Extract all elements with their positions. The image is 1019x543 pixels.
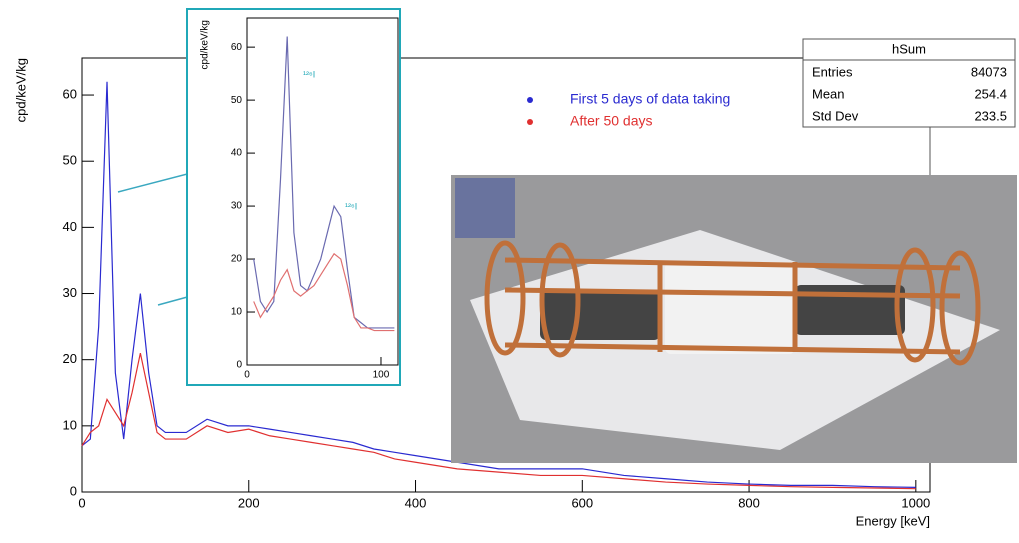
- y-tick-label: 40: [63, 219, 77, 234]
- legend-marker: [527, 119, 533, 125]
- y-tick-label: 10: [231, 307, 243, 318]
- x-tick-label: 0: [78, 495, 85, 510]
- y-tick-label: 30: [231, 201, 243, 212]
- y-tick-label: 50: [63, 153, 77, 168]
- stats-value: 254.4: [974, 86, 1007, 101]
- stats-value: 233.5: [974, 108, 1007, 123]
- y-tick-label: 20: [63, 351, 77, 366]
- inset-frame: [186, 8, 401, 386]
- y-tick-label: 50: [231, 95, 243, 106]
- x-axis-label: Energy [keV]: [856, 513, 930, 528]
- x-tick-label: 100: [373, 370, 390, 381]
- x-tick-label: 0: [244, 370, 250, 381]
- x-tick-label: 1000: [901, 495, 930, 510]
- series-line: [81, 81, 916, 488]
- y-tick-label: 0: [236, 360, 242, 371]
- stats-key: Entries: [812, 64, 853, 79]
- x-tick-label: 400: [405, 495, 427, 510]
- y-tick-label: 60: [63, 86, 77, 101]
- stats-frame: [802, 38, 1016, 128]
- annotation: ¹²⁶I: [345, 201, 357, 211]
- legend-label: After 50 days: [570, 113, 653, 129]
- y-tick-label: 60: [231, 42, 243, 53]
- y-tick-label: 40: [231, 148, 243, 159]
- legend: First 5 days of data taking After 50 days: [527, 91, 730, 129]
- y-axis-label: cpd/keV/kg: [13, 58, 28, 122]
- series-line: [81, 352, 916, 490]
- photo: [451, 175, 1017, 463]
- y-tick-label: 20: [231, 254, 243, 265]
- y-tick-label: 30: [63, 285, 77, 300]
- x-tick-label: 800: [738, 495, 760, 510]
- stats-title: hSum: [892, 41, 926, 56]
- stats-key: Mean: [812, 86, 845, 101]
- plot-frame: [246, 17, 399, 366]
- stats-key: Std Dev: [812, 108, 859, 123]
- x-tick-label: 200: [238, 495, 260, 510]
- y-tick-label: 0: [70, 483, 77, 498]
- series-line: [253, 252, 395, 332]
- legend-label: First 5 days of data taking: [570, 91, 730, 107]
- inset-chart: 0 10 20 30 40 50 60 0 100 cpd/keV/kg ¹²⁶I ¹²⁶I: [200, 17, 399, 381]
- y-axis-label: cpd/keV/kg: [200, 20, 211, 69]
- stats-box: hSum Entries 84073 Mean 254.4 Std Dev 233.5: [802, 38, 1016, 175]
- legend-marker: [527, 97, 533, 103]
- series-line: [253, 36, 395, 329]
- annotation: ¹²⁶I: [303, 69, 315, 79]
- stats-value: 84073: [971, 64, 1007, 79]
- y-tick-label: 10: [63, 417, 77, 432]
- x-tick-label: 600: [571, 495, 593, 510]
